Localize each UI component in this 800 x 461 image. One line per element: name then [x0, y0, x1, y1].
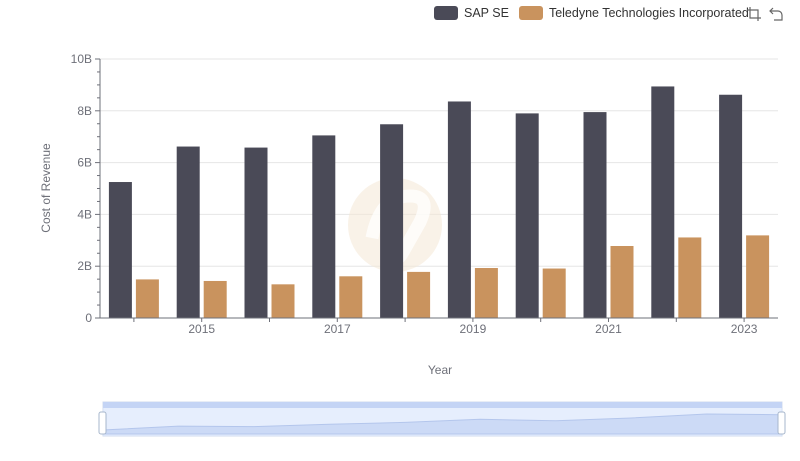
y-tick-label: 6B: [77, 156, 92, 170]
zoom-select-icon[interactable]: [746, 6, 762, 22]
legend-label-teledyne: Teledyne Technologies Incorporated: [548, 6, 749, 20]
legend-swatch-teledyne: [518, 6, 543, 20]
y-tick-label: 8B: [77, 104, 92, 118]
legend-label-sap: SAP SE: [464, 6, 509, 20]
y-tick-label: 2B: [77, 259, 92, 273]
x-axis: 2015 2017 2019 2021 2023: [100, 317, 778, 336]
bar-teledyne[interactable]: [610, 245, 634, 318]
y-tick-label: 0: [85, 311, 92, 325]
y-axis-label: Cost of Revenue: [39, 143, 53, 233]
bar-sap[interactable]: [108, 182, 132, 318]
bar-teledyne[interactable]: [135, 279, 159, 318]
bar-sap[interactable]: [719, 94, 743, 318]
bar-sap[interactable]: [312, 135, 336, 318]
restore-icon[interactable]: [768, 6, 784, 22]
toolbox: [746, 6, 790, 22]
legend: SAP SE Teledyne Technologies Incorporate…: [434, 4, 759, 22]
data-zoom-move-handle[interactable]: [103, 402, 782, 408]
legend-item-teledyne[interactable]: Teledyne Technologies Incorporated: [518, 6, 749, 20]
bar-teledyne[interactable]: [542, 268, 566, 318]
bar-sap[interactable]: [651, 86, 675, 318]
x-tick-label: 2015: [188, 322, 215, 336]
x-tick-label: 2021: [595, 322, 622, 336]
bar-teledyne[interactable]: [746, 235, 770, 318]
data-zoom-right-handle[interactable]: [777, 411, 786, 435]
bar-sap[interactable]: [380, 124, 404, 318]
data-zoom-left-handle[interactable]: [98, 411, 107, 435]
y-axis: 0 2B 4B 6B 8B 10B: [71, 52, 101, 325]
bar-teledyne[interactable]: [678, 237, 702, 318]
x-tick-label: 2023: [731, 322, 758, 336]
bar-sap[interactable]: [515, 113, 539, 318]
bar-teledyne[interactable]: [474, 268, 498, 318]
bar-sap[interactable]: [583, 112, 607, 318]
bar-sap[interactable]: [176, 146, 200, 318]
legend-swatch-sap: [434, 6, 458, 20]
y-tick-label: 10B: [71, 52, 92, 66]
y-tick-label: 4B: [77, 207, 92, 221]
bar-sap[interactable]: [244, 147, 268, 318]
bar-teledyne[interactable]: [407, 271, 431, 318]
bar-teledyne[interactable]: [339, 276, 363, 318]
bars: [108, 86, 770, 318]
legend-item-sap[interactable]: SAP SE: [434, 6, 509, 20]
x-axis-label: Year: [428, 363, 452, 377]
bar-sap[interactable]: [447, 101, 471, 318]
x-tick-label: 2019: [460, 322, 487, 336]
data-zoom-slider[interactable]: [98, 401, 786, 437]
bar-teledyne[interactable]: [203, 280, 227, 318]
bar-teledyne[interactable]: [271, 284, 295, 318]
x-tick-label: 2017: [324, 322, 351, 336]
